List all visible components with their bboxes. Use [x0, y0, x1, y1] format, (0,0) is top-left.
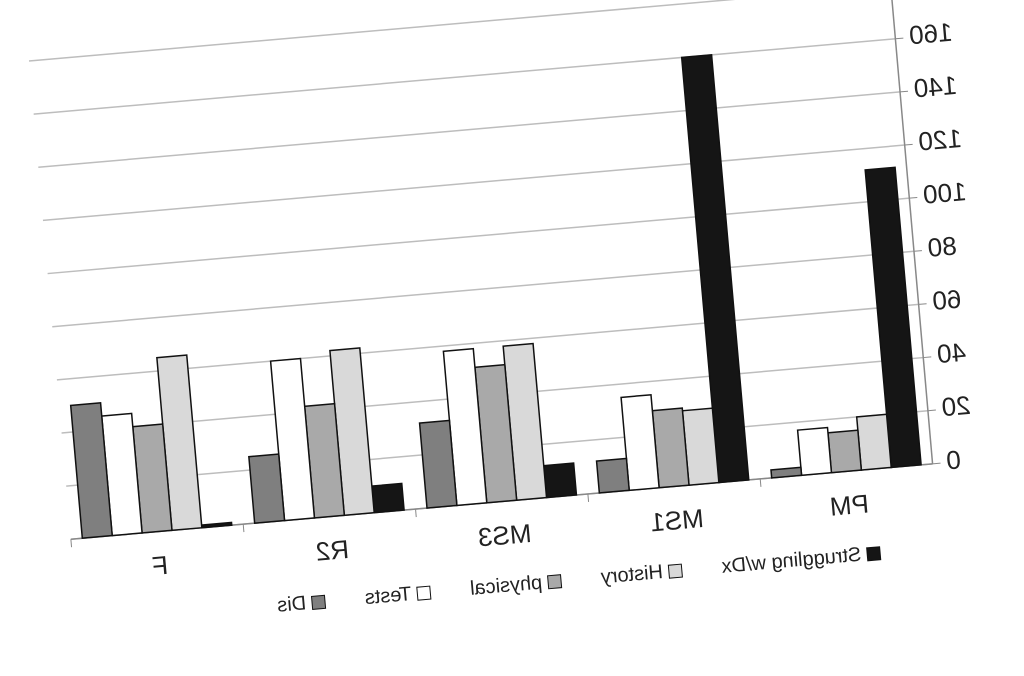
bar [418, 419, 458, 509]
legend-label: physical [469, 572, 543, 600]
bar [827, 429, 863, 474]
y-tick-label: 140 [912, 70, 958, 104]
x-tick-label: R2 [314, 534, 350, 567]
tick-mark [927, 409, 936, 412]
x-tick-label: PM [829, 488, 870, 521]
y-tick-label: 100 [922, 176, 968, 210]
grid-line [38, 91, 901, 169]
legend-swatch [416, 585, 432, 601]
y-axis [887, 0, 934, 464]
tick-mark [909, 196, 918, 199]
category-tick [759, 478, 762, 487]
bar [864, 166, 922, 469]
y-tick-label: 160 [908, 17, 954, 51]
grid-line [28, 0, 891, 62]
grid-line [33, 38, 896, 115]
legend: Struggling w/Dx History physical Tests Dis [276, 544, 882, 617]
bar [371, 482, 405, 514]
y-tick-label: 60 [931, 284, 962, 316]
bar [770, 466, 803, 479]
tick-mark [918, 303, 927, 305]
grid-line [42, 144, 905, 222]
y-tick-label: 80 [926, 231, 957, 263]
y-tick-label: 20 [940, 390, 971, 422]
tick-mark [899, 90, 909, 93]
category-tick [415, 509, 417, 518]
grid-line [52, 250, 915, 328]
bar [855, 413, 893, 471]
grid-line [47, 197, 910, 275]
x-tick-label: MS1 [649, 503, 705, 538]
x-tick-label: F [151, 550, 169, 581]
tick-mark [932, 462, 941, 465]
legend-label: Dis [276, 592, 307, 616]
tick-mark [913, 250, 922, 252]
bar [248, 453, 286, 524]
legend-label: Struggling w/Dx [721, 544, 862, 578]
y-tick-label: 120 [917, 123, 963, 157]
mirrored-chart: 020406080100120140160180PMMS1MS3R2FStrug… [28, 0, 972, 617]
y-tick-label: 0 [945, 444, 962, 475]
bar [595, 457, 631, 494]
bar [542, 462, 578, 499]
bar [200, 521, 233, 529]
bar [69, 401, 114, 540]
category-tick [587, 493, 590, 502]
category-tick [70, 539, 73, 548]
legend-swatch [547, 574, 563, 590]
legend-swatch [866, 546, 882, 562]
legend-label: Tests [364, 583, 412, 609]
bar [680, 54, 750, 484]
legend-swatch [310, 594, 327, 610]
legend-label: History [600, 561, 664, 588]
legend-swatch [667, 563, 683, 579]
category-tick [242, 524, 245, 533]
tick-mark [895, 37, 904, 40]
grid-line [56, 303, 919, 381]
bar [620, 393, 660, 492]
bar [796, 426, 833, 477]
tick-mark [923, 356, 932, 359]
y-tick-label: 40 [936, 337, 967, 369]
tick-mark [904, 143, 913, 146]
x-tick-label: MS3 [477, 518, 533, 553]
